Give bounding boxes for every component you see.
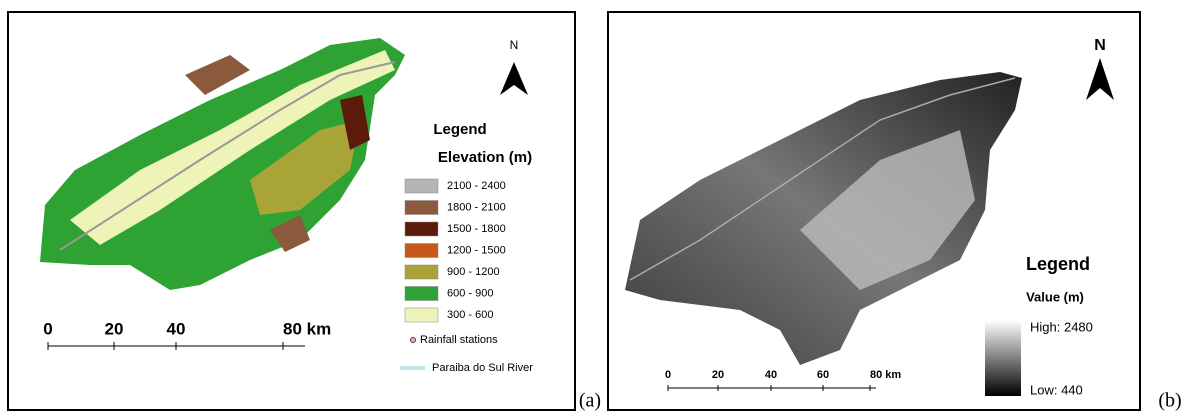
scale-label: 80 km bbox=[283, 319, 331, 338]
figure: N Legend Elevation (m) 2100 - 2400 1800 -… bbox=[0, 0, 1190, 416]
legend-swatch bbox=[405, 201, 438, 215]
legend-title: Legend bbox=[1026, 254, 1090, 274]
scale-label: 60 bbox=[817, 369, 829, 381]
north-arrow bbox=[500, 62, 528, 95]
elevation-map bbox=[625, 72, 1022, 365]
panel-label: (b) bbox=[1158, 390, 1181, 412]
legend-title: Legend bbox=[433, 121, 486, 138]
north-label: N bbox=[1094, 37, 1106, 54]
legend-swatch bbox=[405, 222, 438, 236]
legend-label: 1800 - 2100 bbox=[447, 201, 506, 213]
legend-label: 600 - 900 bbox=[447, 287, 493, 299]
legend-swatch bbox=[405, 179, 438, 193]
scale-label: 20 bbox=[712, 369, 724, 381]
ramp-high: High: 2480 bbox=[1030, 319, 1093, 334]
legend-label: 1200 - 1500 bbox=[447, 244, 506, 256]
color-ramp bbox=[985, 320, 1021, 396]
legend-swatch bbox=[405, 287, 438, 301]
legend-swatch bbox=[405, 244, 438, 258]
legend-label: 900 - 1200 bbox=[447, 266, 500, 278]
legend: 2100 - 2400 1800 - 2100 1500 - 1800 1200 - … bbox=[405, 179, 506, 322]
legend-swatch bbox=[405, 265, 438, 279]
scale-labels: 0 20 40 80 km bbox=[43, 319, 331, 350]
north-label: N bbox=[510, 38, 519, 52]
north-arrow bbox=[1086, 58, 1114, 100]
legend-subtitle: Elevation (m) bbox=[438, 149, 532, 166]
scale-label: 20 bbox=[105, 319, 124, 338]
scale-label: 40 bbox=[167, 319, 186, 338]
scale-label: 0 bbox=[43, 319, 52, 338]
legend-label: 1500 - 1800 bbox=[447, 223, 506, 235]
page: N Legend Elevation (m) 2100 - 2400 1800 -… bbox=[0, 0, 1190, 416]
ramp-low: Low: 440 bbox=[1030, 382, 1083, 397]
scale-label: 80 km bbox=[870, 369, 901, 381]
legend-subtitle: Value (m) bbox=[1026, 289, 1084, 304]
legend-swatch bbox=[405, 308, 438, 322]
scale-label: 40 bbox=[765, 369, 777, 381]
elevation-map bbox=[40, 38, 405, 290]
legend-label: 300 - 600 bbox=[447, 309, 493, 321]
scale-label: 0 bbox=[665, 369, 671, 381]
panel-label: (a) bbox=[579, 390, 601, 412]
stations-label: Rainfall stations bbox=[420, 334, 498, 346]
station-symbol bbox=[411, 338, 416, 343]
river-label: Paraiba do Sul River bbox=[432, 362, 533, 374]
legend-label: 2100 - 2400 bbox=[447, 180, 506, 192]
